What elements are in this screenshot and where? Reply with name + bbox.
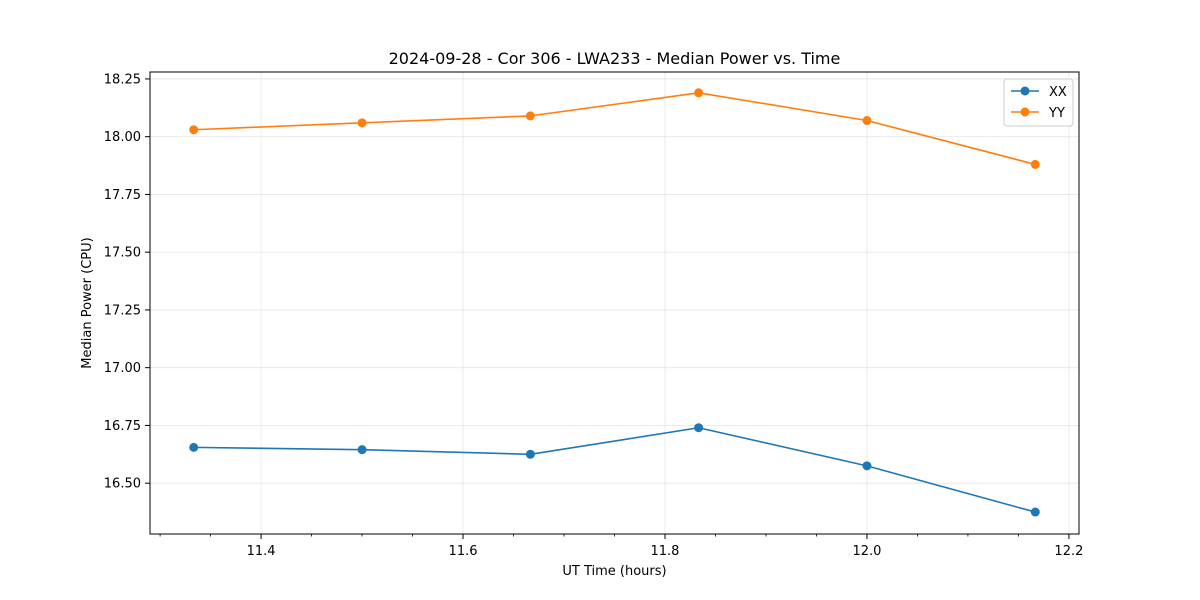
legend-label-yy: YY bbox=[1048, 106, 1065, 121]
axes: 11.4 11.6 11.8 12.0 12.2 16.50 16.75 17.00 17.25… bbox=[104, 72, 1084, 559]
legend-label-xx: XX bbox=[1049, 85, 1067, 100]
y-tick-label: 17.00 bbox=[104, 361, 141, 376]
data-point-xx bbox=[357, 445, 367, 455]
y-tick-label: 17.50 bbox=[104, 246, 141, 261]
legend-marker-xx bbox=[1020, 86, 1030, 96]
series-line-yy bbox=[193, 91, 1036, 166]
series-line-xx bbox=[193, 426, 1036, 513]
data-point-yy bbox=[189, 125, 199, 135]
x-tick-label: 11.6 bbox=[449, 544, 478, 559]
data-point-xx bbox=[189, 442, 199, 452]
series-layer bbox=[189, 88, 1040, 517]
data-point-xx bbox=[1030, 507, 1040, 517]
y-tick-label: 18.25 bbox=[104, 72, 141, 87]
legend: XX YY bbox=[1003, 78, 1074, 127]
x-tick-label: 12.2 bbox=[1054, 544, 1083, 559]
x-tick-label: 11.4 bbox=[247, 544, 276, 559]
data-point-xx bbox=[862, 461, 872, 471]
data-point-yy bbox=[525, 111, 535, 121]
y-tick-label: 16.75 bbox=[104, 419, 141, 434]
data-point-yy bbox=[1030, 159, 1040, 169]
legend-marker-yy bbox=[1020, 107, 1030, 117]
data-point-xx bbox=[525, 449, 535, 459]
y-tick-label: 17.25 bbox=[104, 303, 141, 318]
y-tick-label: 16.50 bbox=[104, 477, 141, 492]
x-tick-label: 12.0 bbox=[852, 544, 881, 559]
y-axis-label: Median Power (CPU) bbox=[80, 237, 95, 368]
grid-lines bbox=[150, 72, 1079, 534]
x-axis-label: UT Time (hours) bbox=[562, 564, 666, 579]
y-tick-label: 17.75 bbox=[104, 188, 141, 203]
data-point-yy bbox=[862, 116, 872, 126]
data-point-yy bbox=[694, 88, 704, 98]
data-point-yy bbox=[357, 118, 367, 128]
data-point-xx bbox=[694, 423, 704, 433]
y-tick-label: 18.00 bbox=[104, 130, 141, 145]
x-tick-label: 11.8 bbox=[651, 544, 680, 559]
chart-title: 2024-09-28 - Cor 306 - LWA233 - Median P… bbox=[389, 49, 841, 68]
